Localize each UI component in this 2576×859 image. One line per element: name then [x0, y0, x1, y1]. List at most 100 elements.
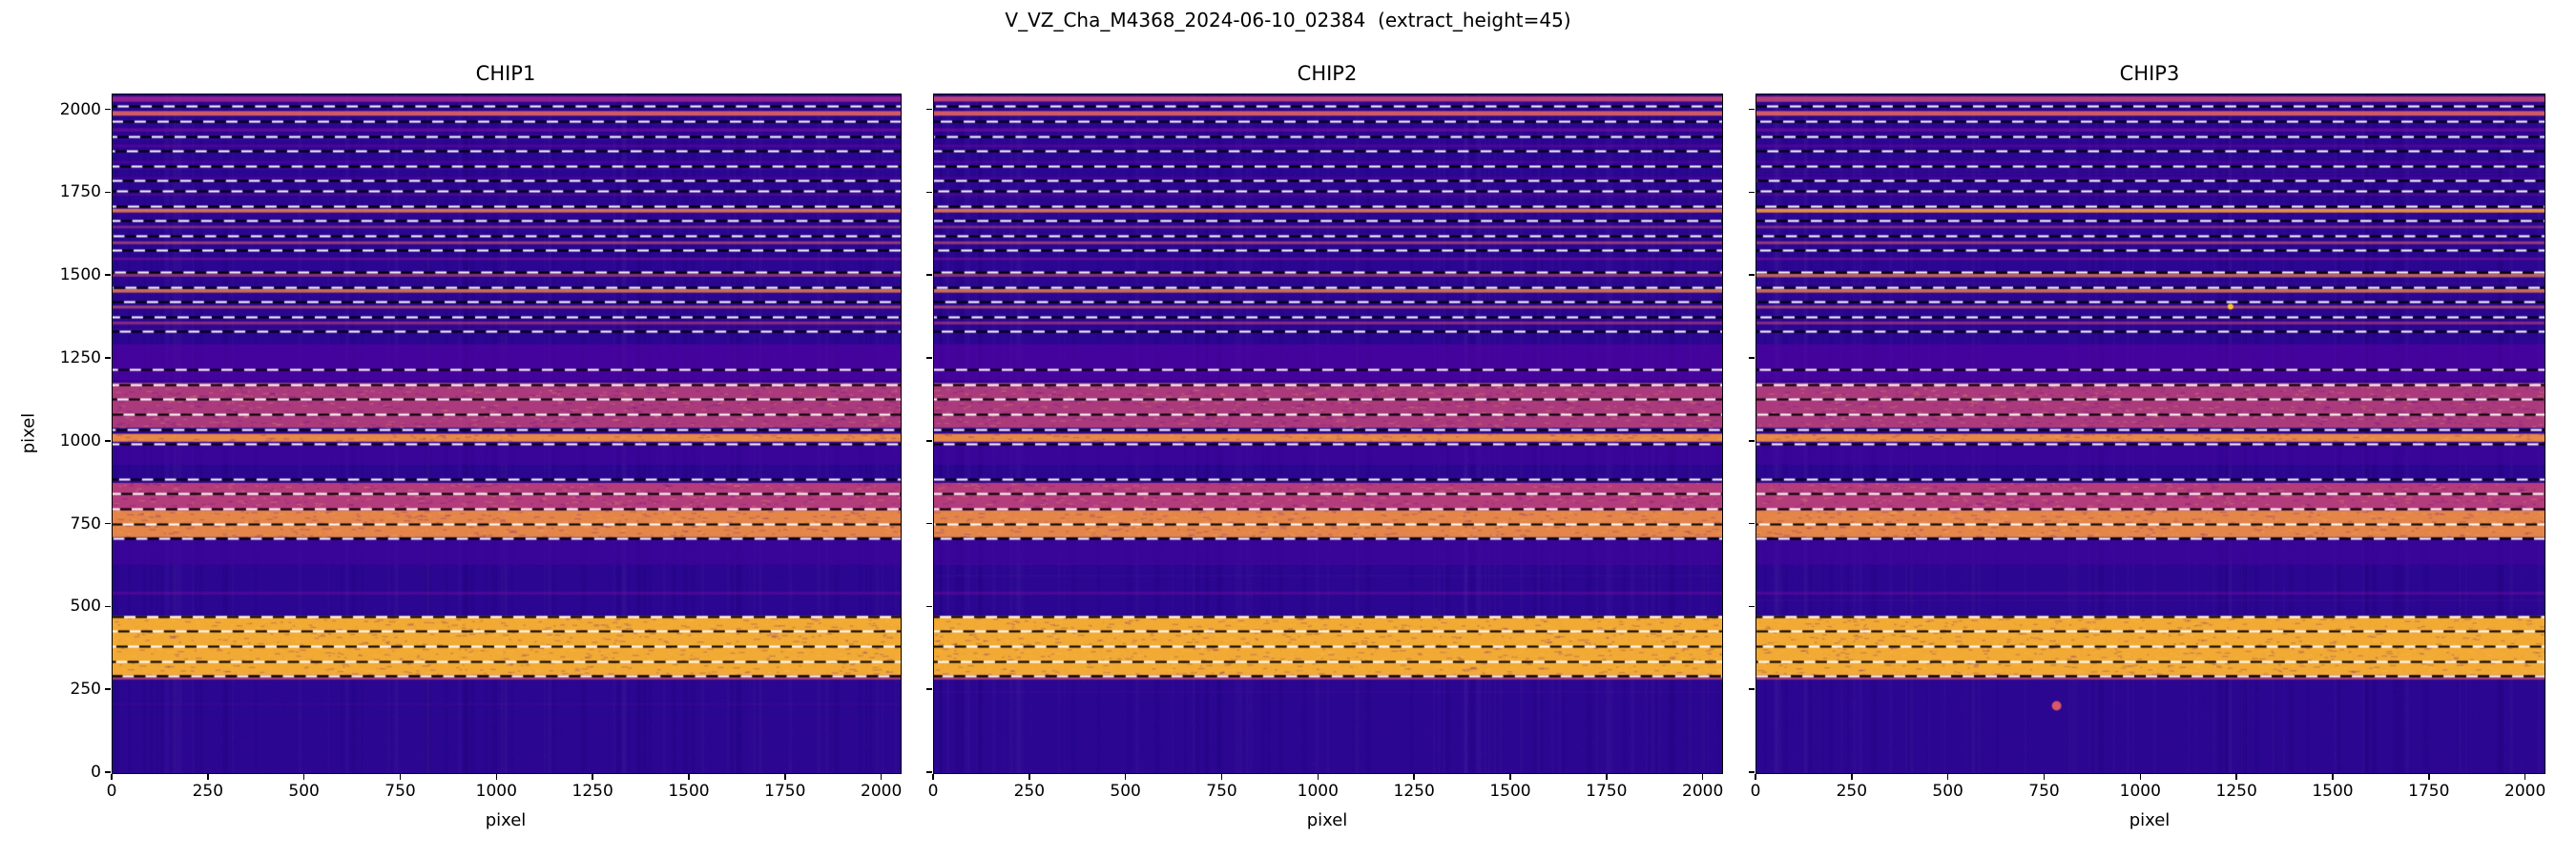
x-tick-label: 1000	[2119, 782, 2161, 801]
figure-suptitle: V_VZ_Cha_M4368_2024-06-10_02384 (extract…	[1005, 9, 1571, 31]
y-tick-mark	[926, 688, 932, 690]
y-tick-mark	[1749, 440, 1755, 442]
x-tick-mark	[2139, 774, 2142, 780]
y-tick-mark	[926, 440, 932, 442]
x-tick-mark	[1509, 774, 1511, 780]
x-tick-mark	[880, 774, 883, 780]
x-tick-label: 2000	[1682, 782, 1724, 801]
y-tick-label: 0	[91, 763, 101, 782]
x-tick-label: 750	[2028, 782, 2060, 801]
x-tick-label: 500	[288, 782, 320, 801]
y-tick-mark	[105, 108, 111, 111]
x-tick-label: 500	[1932, 782, 1963, 801]
y-tick-mark	[1749, 605, 1755, 608]
x-tick-mark	[1701, 774, 1704, 780]
y-tick-mark	[105, 522, 111, 525]
y-tick-mark	[926, 191, 932, 194]
y-tick-mark	[1749, 274, 1755, 276]
x-tick-mark	[1220, 774, 1223, 780]
x-tick-label: 250	[1836, 782, 1868, 801]
x-tick-label: 2000	[861, 782, 903, 801]
x-tick-label: 1500	[2312, 782, 2354, 801]
y-tick-mark	[926, 274, 932, 276]
x-tick-mark	[1028, 774, 1030, 780]
x-tick-label: 1750	[1586, 782, 1628, 801]
x-tick-mark	[784, 774, 786, 780]
x-tick-label: 250	[1013, 782, 1046, 801]
x-tick-label: 1500	[668, 782, 710, 801]
x-tick-mark	[592, 774, 593, 780]
x-tick-mark	[302, 774, 305, 780]
y-tick-mark	[105, 605, 111, 608]
x-tick-mark	[2428, 774, 2430, 780]
y-tick-mark	[926, 108, 932, 111]
x-tick-mark	[1606, 774, 1608, 780]
x-axis-label: pixel	[1306, 810, 1348, 830]
y-tick-mark	[105, 191, 111, 194]
y-tick-label: 1500	[59, 265, 101, 285]
y-tick-mark	[926, 357, 932, 359]
x-tick-mark	[1851, 774, 1853, 780]
y-tick-label: 2000	[59, 99, 101, 119]
x-tick-label: 1250	[2215, 782, 2257, 801]
x-tick-label: 1750	[764, 782, 806, 801]
x-tick-mark	[688, 774, 690, 780]
plot-title-chip1: CHIP1	[475, 62, 536, 85]
y-tick-label: 1000	[59, 430, 101, 450]
x-axis-label: pixel	[2129, 810, 2171, 830]
x-tick-mark	[2332, 774, 2334, 780]
y-tick-mark	[105, 688, 111, 690]
x-tick-mark	[207, 774, 209, 780]
x-tick-mark	[932, 774, 934, 780]
x-tick-mark	[2043, 774, 2046, 780]
spectral-image-chip3	[1755, 94, 2545, 774]
y-tick-label: 1750	[59, 182, 101, 202]
x-tick-label: 0	[1750, 782, 1761, 801]
x-tick-label: 0	[106, 782, 117, 801]
x-tick-label: 750	[384, 782, 416, 801]
x-tick-label: 500	[1110, 782, 1141, 801]
x-tick-mark	[1946, 774, 1949, 780]
x-tick-mark	[111, 774, 113, 780]
y-tick-mark	[1749, 357, 1755, 359]
y-tick-mark	[1749, 522, 1755, 525]
x-tick-label: 1250	[1393, 782, 1435, 801]
plot-title-chip3: CHIP3	[2119, 62, 2180, 85]
y-tick-mark	[105, 357, 111, 359]
y-tick-label: 250	[70, 680, 101, 700]
y-tick-mark	[926, 605, 932, 608]
x-tick-mark	[399, 774, 402, 780]
x-tick-label: 1250	[571, 782, 613, 801]
x-tick-mark	[2524, 774, 2526, 780]
x-axis-label: pixel	[485, 810, 527, 830]
y-tick-label: 1250	[59, 348, 101, 368]
x-tick-label: 1750	[2408, 782, 2450, 801]
x-tick-label: 750	[1206, 782, 1237, 801]
plot-title-chip2: CHIP2	[1297, 62, 1358, 85]
spectral-image-chip1	[112, 94, 902, 774]
x-tick-label: 1500	[1489, 782, 1531, 801]
y-tick-label: 750	[70, 513, 101, 534]
y-tick-mark	[105, 771, 111, 773]
y-tick-mark	[105, 440, 111, 442]
y-tick-label: 500	[70, 597, 101, 617]
y-axis-label: pixel	[18, 412, 39, 453]
x-tick-mark	[1124, 774, 1127, 780]
x-tick-mark	[2235, 774, 2237, 780]
y-tick-mark	[1749, 688, 1755, 690]
x-tick-label: 250	[192, 782, 224, 801]
x-tick-mark	[1317, 774, 1319, 780]
x-tick-mark	[1755, 774, 1756, 780]
y-tick-mark	[926, 771, 932, 773]
x-tick-mark	[1413, 774, 1415, 780]
spectral-image-chip2	[933, 94, 1723, 774]
y-tick-mark	[1749, 771, 1755, 773]
x-tick-label: 2000	[2504, 782, 2546, 801]
y-tick-mark	[926, 522, 932, 525]
x-tick-label: 1000	[1297, 782, 1339, 801]
y-tick-mark	[1749, 191, 1755, 194]
y-tick-mark	[1749, 108, 1755, 111]
x-tick-mark	[495, 774, 498, 780]
y-tick-mark	[105, 274, 111, 276]
